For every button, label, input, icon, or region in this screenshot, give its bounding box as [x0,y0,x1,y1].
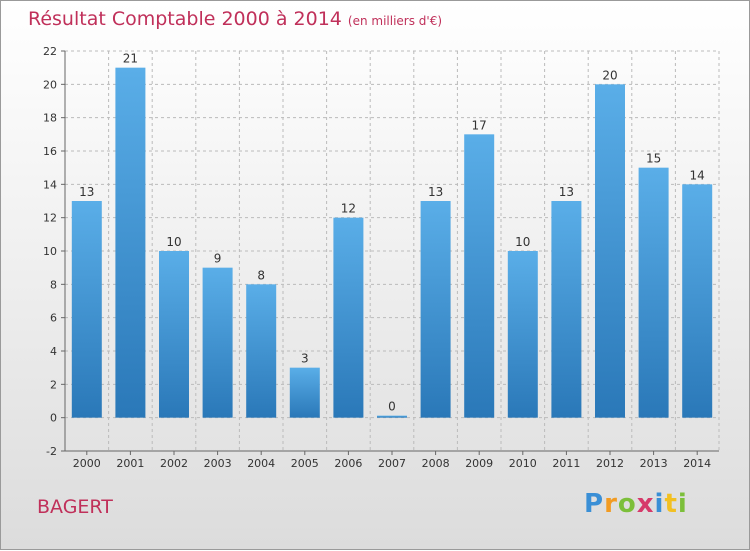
x-tick-label: 2003 [204,457,232,470]
data-label: 17 [472,118,487,132]
bar [682,184,713,418]
y-tick-label: 18 [43,112,57,125]
y-tick-label: 0 [50,412,57,425]
bar [159,251,189,418]
data-label: 13 [428,185,443,199]
x-tick-label: 2010 [509,457,537,470]
x-tick-label: 2011 [552,457,580,470]
y-tick-label: 22 [43,45,57,58]
y-tick-label: 16 [43,145,57,158]
x-tick-label: 2004 [247,457,275,470]
y-tick-label: 8 [50,278,57,291]
y-tick-label: 20 [43,78,57,91]
bar [333,217,364,418]
proxiti-logo: Proxiti [584,489,688,519]
data-label: 13 [559,185,574,199]
bar [507,251,538,418]
chart-title: Résultat Comptable 2000 à 2014 (en millie… [28,8,443,30]
commune-name: BAGERT [37,496,113,518]
bar [464,134,495,418]
data-label: 15 [646,152,661,166]
data-label: 12 [341,202,356,216]
bar [202,267,233,418]
x-tick-label: 2013 [640,457,668,470]
y-tick-label: -2 [46,445,57,458]
y-tick-label: 2 [50,378,57,391]
bar [246,284,277,418]
x-tick-label: 2009 [465,457,493,470]
x-tick-label: 2002 [160,457,188,470]
x-tick-label: 2007 [378,457,406,470]
bar [420,201,451,418]
bar [638,167,669,418]
data-label: 10 [515,235,530,249]
data-label: 13 [79,185,94,199]
data-label: 9 [214,252,222,266]
data-label: 10 [166,235,181,249]
y-tick-label: 10 [43,245,57,258]
chart-subtitle: (en milliers d'€) [347,14,443,28]
x-tick-label: 2000 [73,457,101,470]
data-label: 20 [602,68,617,82]
x-tick-label: 2005 [291,457,319,470]
bar [551,201,582,418]
data-label: 0 [388,400,396,414]
y-tick-label: 14 [43,178,57,191]
data-label: 8 [257,268,265,282]
bar [71,201,102,418]
bar [289,367,320,418]
bar [595,84,625,418]
x-tick-label: 2006 [334,457,362,470]
bar [115,67,146,418]
data-label: 21 [123,52,138,66]
data-label: 3 [301,352,309,366]
data-label: 14 [690,168,705,182]
bar [377,415,407,418]
y-tick-label: 6 [50,312,57,325]
x-tick-label: 2001 [116,457,144,470]
y-tick-label: 12 [43,212,57,225]
x-tick-label: 2012 [596,457,624,470]
x-tick-label: 2008 [422,457,450,470]
x-tick-label: 2014 [683,457,711,470]
y-tick-label: 4 [50,345,57,358]
